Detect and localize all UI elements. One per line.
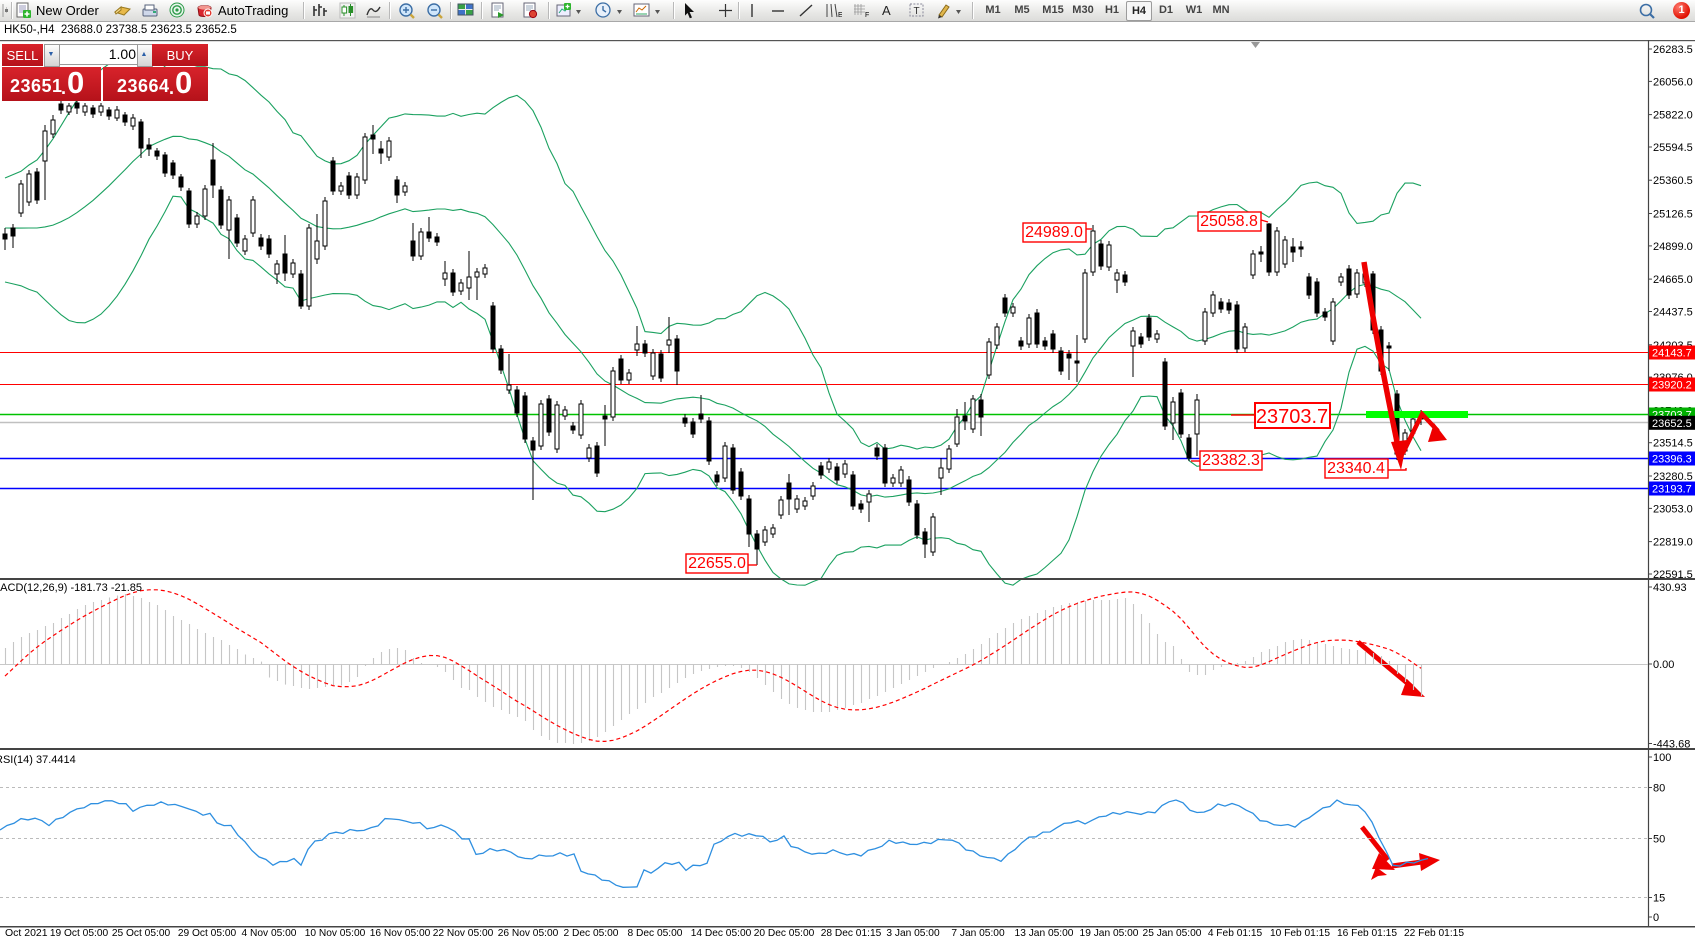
svg-text:24437.5: 24437.5 — [1653, 307, 1693, 319]
svg-text:23652.5: 23652.5 — [1652, 418, 1692, 430]
svg-text:8 Dec 05:00: 8 Dec 05:00 — [628, 928, 683, 938]
svg-text:15: 15 — [1653, 893, 1665, 905]
svg-text:22591.5: 22591.5 — [1653, 569, 1693, 581]
svg-text:3 Jan 05:00: 3 Jan 05:00 — [886, 928, 940, 938]
svg-text:19 Jan 05:00: 19 Jan 05:00 — [1080, 928, 1139, 938]
svg-text:16 Feb 01:15: 16 Feb 01:15 — [1337, 928, 1397, 938]
svg-text:4 Nov 05:00: 4 Nov 05:00 — [242, 928, 297, 938]
svg-text:19 Oct 05:00: 19 Oct 05:00 — [50, 928, 109, 938]
svg-text:80: 80 — [1653, 783, 1665, 795]
svg-text:E: E — [838, 12, 842, 19]
svg-text:24665.0: 24665.0 — [1653, 274, 1693, 286]
svg-text:25 Oct 05:00: 25 Oct 05:00 — [112, 928, 171, 938]
svg-text:0: 0 — [1653, 912, 1659, 924]
svg-text:F: F — [865, 12, 869, 19]
svg-text:13 Jan 05:00: 13 Jan 05:00 — [1015, 928, 1074, 938]
svg-text:10 Nov 05:00: 10 Nov 05:00 — [305, 928, 366, 938]
svg-text:T: T — [913, 6, 919, 17]
svg-text:430.93: 430.93 — [1653, 582, 1687, 594]
svg-text:29 Oct 05:00: 29 Oct 05:00 — [178, 928, 237, 938]
svg-text:14 Dec 05:00: 14 Dec 05:00 — [691, 928, 752, 938]
svg-text:23396.3: 23396.3 — [1652, 454, 1692, 466]
svg-text:23193.7: 23193.7 — [1652, 484, 1692, 496]
svg-text:RSI(14) 37.4414: RSI(14) 37.4414 — [0, 754, 76, 766]
svg-text:24899.0: 24899.0 — [1653, 241, 1693, 253]
svg-text:MACD(12,26,9) -181.73 -21.85: MACD(12,26,9) -181.73 -21.85 — [0, 582, 142, 594]
svg-text:26283.5: 26283.5 — [1653, 44, 1693, 56]
svg-text:23703.7: 23703.7 — [1256, 406, 1328, 428]
svg-text:22655.0: 22655.0 — [688, 555, 746, 572]
svg-text:0.00: 0.00 — [1653, 659, 1674, 671]
svg-text:7 Jan 05:00: 7 Jan 05:00 — [951, 928, 1005, 938]
svg-text:28 Dec 01:15: 28 Dec 01:15 — [821, 928, 882, 938]
svg-text:20 Dec 05:00: 20 Dec 05:00 — [754, 928, 815, 938]
svg-text:100: 100 — [1653, 752, 1671, 764]
svg-text:26056.0: 26056.0 — [1653, 76, 1693, 88]
svg-text:24143.7: 24143.7 — [1652, 348, 1692, 360]
svg-text:-443.68: -443.68 — [1653, 739, 1690, 751]
svg-text:26 Nov 05:00: 26 Nov 05:00 — [498, 928, 559, 938]
svg-text:23280.5: 23280.5 — [1653, 471, 1693, 483]
svg-text:25594.5: 25594.5 — [1653, 142, 1693, 154]
svg-text:22 Nov 05:00: 22 Nov 05:00 — [433, 928, 494, 938]
svg-text:23053.0: 23053.0 — [1653, 503, 1693, 515]
svg-text:23382.3: 23382.3 — [1202, 452, 1260, 469]
svg-text:23920.2: 23920.2 — [1652, 380, 1692, 392]
svg-text:16 Nov 05:00: 16 Nov 05:00 — [370, 928, 431, 938]
svg-text:Oct 2021: Oct 2021 — [5, 927, 48, 938]
svg-text:4 Feb 01:15: 4 Feb 01:15 — [1208, 928, 1263, 938]
svg-text:24989.0: 24989.0 — [1025, 224, 1083, 241]
svg-text:25822.0: 25822.0 — [1653, 110, 1693, 122]
svg-text:23514.5: 23514.5 — [1653, 438, 1693, 450]
svg-text:2 Dec 05:00: 2 Dec 05:00 — [564, 928, 619, 938]
svg-text:25126.5: 25126.5 — [1653, 209, 1693, 221]
svg-text:25058.8: 25058.8 — [1200, 213, 1258, 230]
svg-text:25360.5: 25360.5 — [1653, 175, 1693, 187]
svg-text:10 Feb 01:15: 10 Feb 01:15 — [1270, 928, 1330, 938]
svg-text:25 Jan 05:00: 25 Jan 05:00 — [1143, 928, 1202, 938]
svg-text:22 Feb 01:15: 22 Feb 01:15 — [1404, 928, 1464, 938]
svg-text:50: 50 — [1653, 834, 1665, 846]
svg-text:22819.0: 22819.0 — [1653, 537, 1693, 549]
svg-text:23340.4: 23340.4 — [1327, 460, 1385, 477]
